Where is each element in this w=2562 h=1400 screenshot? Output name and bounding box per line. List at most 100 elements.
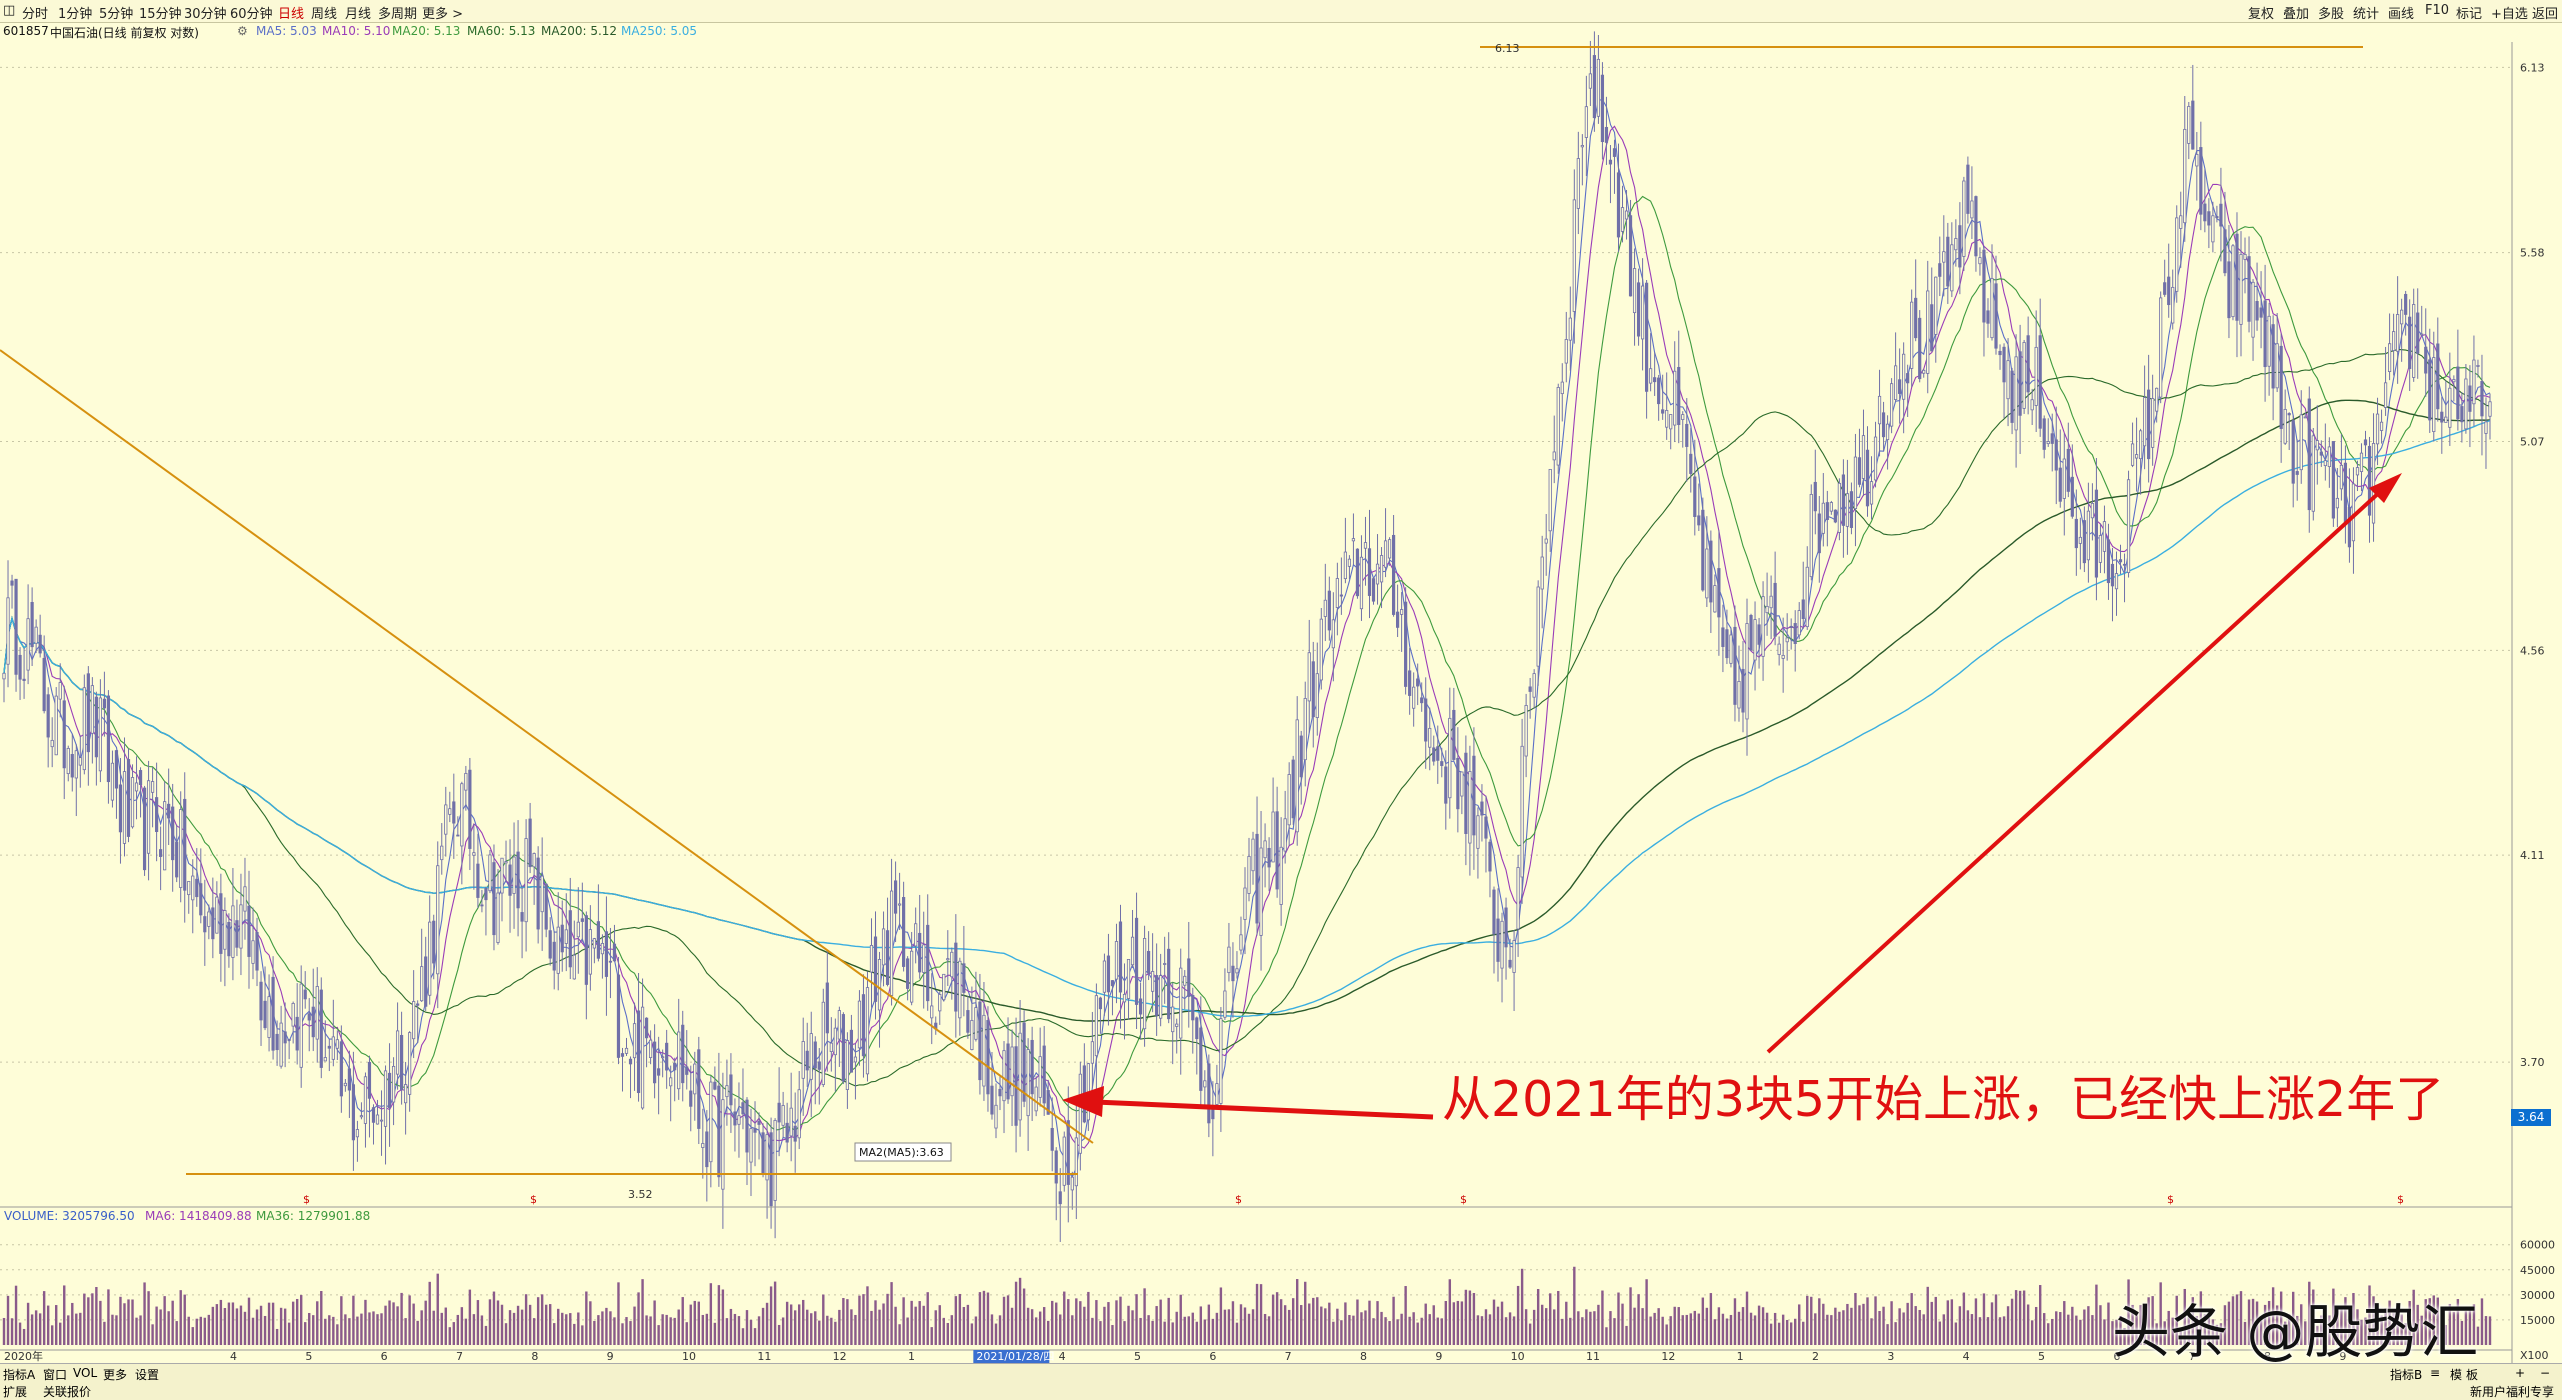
zoom-out-button[interactable]: −: [2540, 1366, 2551, 1380]
stats-button[interactable]: 统计: [2353, 7, 2380, 22]
tab-daily[interactable]: 日线: [278, 7, 305, 22]
candle-body: [1777, 643, 1781, 655]
window-icon[interactable]: ◫: [3, 3, 16, 18]
indicator-b-tab[interactable]: 指标B: [2390, 1368, 2423, 1382]
volume-bar: [1761, 1307, 1765, 1345]
volume-bar: [2038, 1285, 2042, 1345]
candle-body: [2239, 254, 2243, 325]
candle-body: [2339, 464, 2344, 490]
related-quotes-tab[interactable]: 关联报价: [43, 1385, 92, 1399]
tab-monthly[interactable]: 月线: [345, 7, 372, 22]
tab-multi-period[interactable]: 多周期: [378, 7, 418, 22]
volume-bar: [1605, 1327, 1608, 1345]
mark-button[interactable]: 标记: [2456, 7, 2483, 22]
volume-bar: [1259, 1284, 1263, 1345]
settings-tab[interactable]: 设置: [135, 1368, 160, 1382]
back-button[interactable]: 返回: [2532, 7, 2559, 22]
tab-5min[interactable]: 5分钟: [99, 7, 134, 22]
candle-body: [1616, 172, 1621, 238]
f10-button[interactable]: F10: [2425, 3, 2450, 18]
volume-bar: [1287, 1309, 1291, 1345]
candle-body: [355, 1129, 360, 1138]
candle-body: [693, 1063, 697, 1095]
volume-bar: [2195, 1316, 2199, 1345]
expand-tab[interactable]: 扩展: [3, 1385, 28, 1399]
volume-bar: [1067, 1299, 1070, 1345]
add-watchlist-button[interactable]: +自选: [2491, 7, 2528, 22]
volume-bar: [1528, 1323, 1532, 1345]
tab-60min[interactable]: 60分钟: [230, 7, 273, 22]
volume-bar: [1207, 1304, 1211, 1345]
candle-body: [2299, 414, 2303, 471]
indicator-a-tab[interactable]: 指标A: [3, 1368, 36, 1382]
candle-body: [375, 1114, 380, 1125]
more-tab[interactable]: 更多: [103, 1368, 128, 1382]
multi-stock-button[interactable]: 多股: [2318, 7, 2345, 22]
candle-body: [1042, 1045, 1046, 1104]
volume-bar: [2219, 1323, 2223, 1345]
candle-body: [2440, 411, 2444, 423]
tab-1min[interactable]: 1分钟: [58, 7, 93, 22]
list-icon[interactable]: ≡: [2430, 1366, 2441, 1380]
candle-body: [1279, 846, 1283, 905]
price-tick-label: 6.13: [2520, 61, 2545, 74]
candle-body: [1934, 276, 1938, 335]
tab-30min[interactable]: 30分钟: [184, 7, 227, 22]
candle-body: [1106, 955, 1111, 993]
window-tab[interactable]: 窗口: [43, 1368, 68, 1382]
volume-bar: [103, 1321, 106, 1345]
volume-bar: [621, 1323, 624, 1345]
candle-body: [1673, 370, 1677, 426]
volume-bar: [416, 1320, 419, 1345]
candle-body: [898, 903, 902, 906]
template-tab-part1[interactable]: 模: [2450, 1368, 2463, 1382]
volume-bar: [1348, 1314, 1351, 1345]
overlay-button[interactable]: 叠加: [2283, 7, 2310, 22]
promo-link[interactable]: 新用户福利专享: [2470, 1385, 2555, 1399]
volume-bar: [2107, 1302, 2110, 1345]
volume-bar: [1982, 1293, 1986, 1345]
tab-15min[interactable]: 15分钟: [139, 7, 182, 22]
tab-more[interactable]: 更多 >: [422, 7, 464, 22]
vol-tab[interactable]: VOL: [73, 1366, 98, 1380]
settings-gear-icon[interactable]: ⚙: [237, 24, 248, 38]
fuquan-button[interactable]: 复权: [2248, 7, 2275, 22]
candle-body: [2026, 335, 2030, 393]
candle-body: [259, 981, 263, 1021]
volume-bar: [2099, 1305, 2102, 1345]
volume-bar: [990, 1314, 994, 1345]
time-axis: 2020年 4 5 6 7 8 9 10 11 12 1 2021/01/28/四 4 5 6 7 8 9 10 11…: [0, 1349, 2512, 1363]
candle-body: [1147, 950, 1151, 974]
candle-body: [122, 771, 127, 844]
volume-bar: [1488, 1314, 1492, 1345]
candle-body: [596, 921, 600, 959]
candle-body: [1713, 585, 1717, 613]
volume-bar: [1472, 1292, 1476, 1345]
volume-bar: [2484, 1316, 2488, 1345]
volume-bar: [573, 1323, 576, 1345]
tab-fenshi[interactable]: 分时: [22, 7, 49, 22]
candle-body: [62, 700, 66, 769]
candle-body: [869, 945, 874, 973]
draw-line-button[interactable]: 画线: [2388, 7, 2415, 22]
template-tab-part2[interactable]: 板: [2466, 1368, 2479, 1382]
candle-body: [1520, 745, 1524, 878]
volume-bar: [408, 1295, 411, 1345]
volume-bar: [910, 1300, 913, 1345]
tab-weekly[interactable]: 周线: [311, 7, 338, 22]
volume-bar: [2063, 1301, 2066, 1345]
candle-body: [323, 1057, 327, 1062]
volume-bar: [1263, 1313, 1267, 1345]
volume-bar: [2010, 1298, 2014, 1345]
candle-body: [1809, 494, 1813, 578]
volume-bar: [1392, 1296, 1395, 1345]
candle-body: [492, 862, 496, 936]
volume-bar: [2071, 1306, 2074, 1345]
volume-bar: [978, 1292, 982, 1345]
candle-body: [1721, 627, 1725, 647]
zoom-in-button[interactable]: +: [2515, 1366, 2526, 1380]
candle-body: [2062, 458, 2066, 499]
volume-bar: [1633, 1307, 1636, 1345]
volume-bar: [1051, 1300, 1054, 1345]
